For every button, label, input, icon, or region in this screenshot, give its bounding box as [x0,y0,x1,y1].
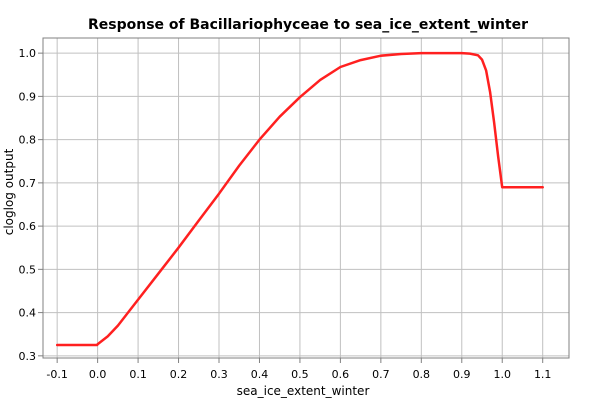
x-tick-label: 0.7 [372,368,390,381]
response-curve-line [55,51,544,347]
chart-title: Response of Bacillariophyceae to sea_ice… [88,17,528,33]
y-tick-label: 0.7 [19,177,37,190]
y-tick-label: 0.5 [19,263,37,276]
x-axis-ticks: -0.1 0.0 0.1 0.2 0.3 0.4 0.5 0.6 0.7 0.8 0.9 1.0 1.1 [46,358,551,381]
y-axis-label: cloglog output [2,148,16,235]
y-axis-ticks: 0.3 0.4 0.5 0.6 0.7 0.8 0.9 1.0 [19,47,43,363]
x-tick-label: 0.3 [210,368,228,381]
x-tick-label: 1.0 [493,368,511,381]
plot-frame [42,37,570,359]
x-tick-label: 0.8 [413,368,431,381]
y-tick-label: 0.3 [19,350,37,363]
x-axis-label: sea_ice_extent_winter [237,384,370,398]
y-tick-label: 0.4 [19,307,37,320]
x-tick-label: 0.6 [332,368,350,381]
series-layer [55,51,544,347]
grid-lines [43,38,569,358]
y-tick-label: 0.9 [19,90,37,103]
x-tick-label: 0.9 [453,368,471,381]
x-tick-label: 1.1 [534,368,552,381]
x-tick-label: 0.1 [129,368,147,381]
x-tick-label: -0.1 [46,368,67,381]
x-tick-label: 0.0 [89,368,107,381]
y-tick-label: 1.0 [19,47,37,60]
y-tick-label: 0.6 [19,220,37,233]
x-tick-label: 0.2 [170,368,188,381]
x-tick-label: 0.5 [291,368,309,381]
y-tick-label: 0.8 [19,134,37,147]
x-tick-label: 0.4 [251,368,269,381]
